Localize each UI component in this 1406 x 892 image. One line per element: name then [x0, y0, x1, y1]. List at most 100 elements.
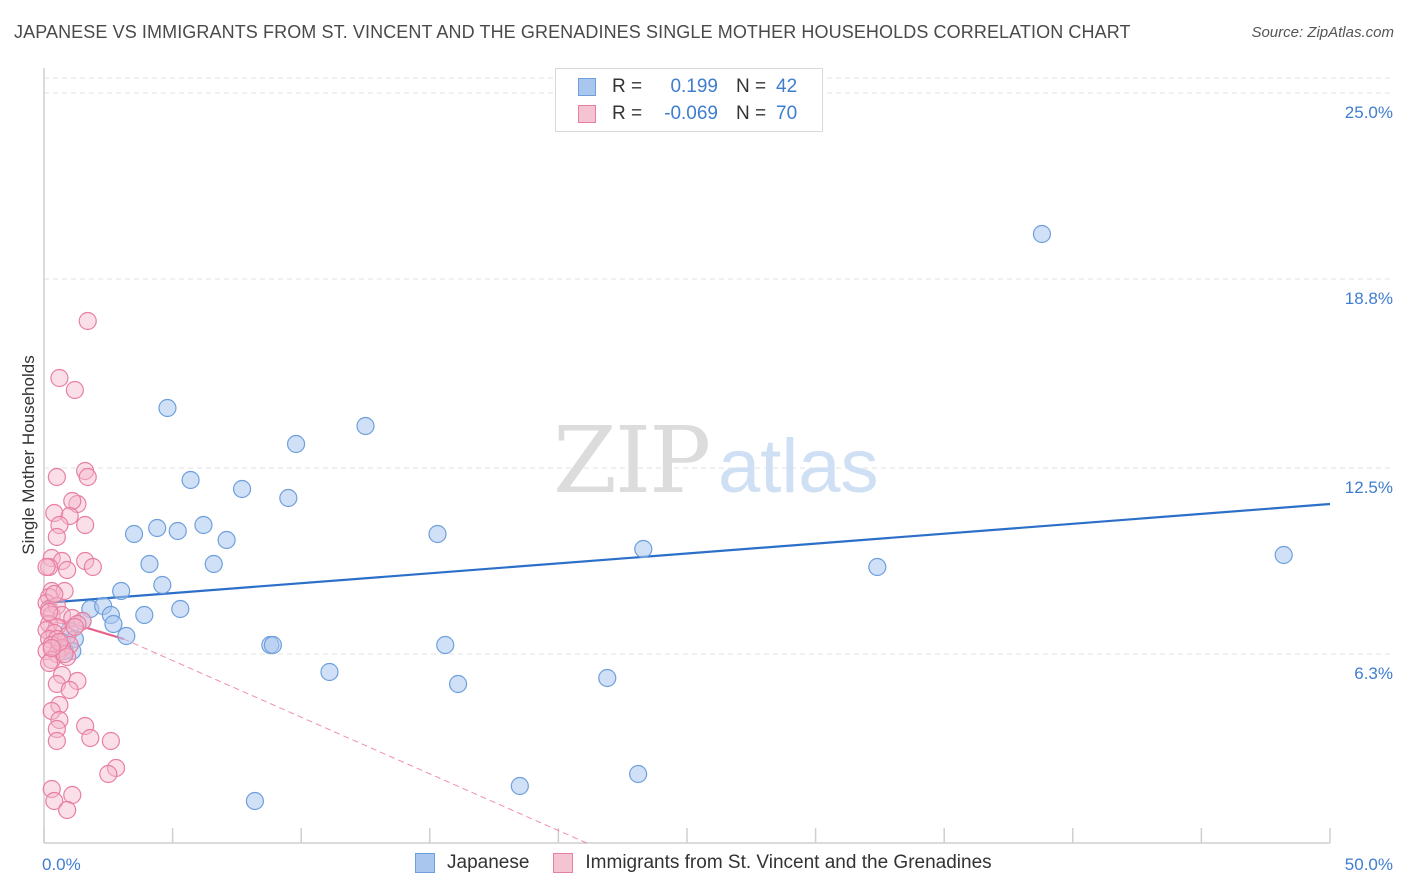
point-japanese — [245, 791, 265, 811]
point-japanese — [286, 434, 306, 454]
legend-r-label: R = — [612, 76, 643, 97]
legend-label-immigrants: Immigrants from St. Vincent and the Gren… — [585, 852, 992, 873]
point-japanese — [148, 518, 167, 538]
point-japanese — [140, 554, 159, 574]
point-japanese — [194, 515, 213, 535]
point-japanese — [1274, 545, 1293, 565]
y-tick-label: 12.5% — [1345, 478, 1393, 497]
point-japanese — [153, 575, 172, 595]
point-immigrants — [68, 614, 87, 634]
point-immigrants — [45, 584, 64, 604]
point-immigrants — [42, 638, 61, 658]
x-tick-label: 50.0% — [1345, 855, 1393, 874]
ticks: 6.3% 12.5% 18.8% 25.0% 0.0% 50.0% — [42, 103, 1393, 874]
point-immigrants — [76, 716, 95, 736]
point-japanese — [171, 599, 190, 619]
point-japanese — [232, 479, 252, 499]
point-immigrants — [47, 731, 66, 751]
point-immigrants — [65, 617, 84, 637]
point-japanese — [428, 524, 447, 544]
point-japanese — [135, 605, 154, 625]
point-japanese — [181, 470, 200, 490]
point-immigrants — [45, 503, 64, 523]
legend-n-value: 42 — [776, 76, 798, 97]
point-immigrants — [76, 515, 95, 535]
legend-swatch-blue — [415, 853, 435, 873]
point-immigrants — [65, 380, 84, 400]
point-japanese — [598, 668, 617, 688]
point-immigrants — [40, 602, 59, 622]
point-immigrants — [37, 557, 56, 577]
legend-swatch-pink — [578, 105, 596, 123]
point-japanese — [217, 530, 236, 550]
point-immigrants — [58, 647, 77, 667]
point-japanese — [634, 539, 653, 559]
point-immigrants — [81, 728, 100, 748]
point-immigrants — [78, 311, 97, 331]
point-immigrants — [63, 491, 82, 511]
series-legend: Japanese Immigrants from St. Vincent and… — [415, 852, 1016, 874]
point-japanese — [629, 764, 648, 784]
legend-r-label: R = — [612, 103, 643, 124]
point-immigrants — [47, 527, 66, 547]
point-immigrants — [58, 800, 77, 820]
point-japanese — [158, 398, 177, 418]
point-immigrants — [40, 653, 59, 673]
watermark-zip: ZIP — [553, 407, 709, 514]
legend-n-label: N = — [736, 76, 767, 97]
point-immigrants — [83, 557, 102, 577]
point-japanese — [112, 581, 131, 601]
legend-item-japanese: Japanese — [415, 852, 529, 874]
legend-n-label: N = — [736, 103, 767, 124]
point-japanese — [204, 554, 223, 574]
legend-swatch-blue — [578, 78, 596, 96]
legend-n-value: 70 — [776, 103, 798, 124]
point-japanese — [320, 662, 339, 682]
point-immigrants — [60, 506, 79, 526]
chart-title: JAPANESE VS IMMIGRANTS FROM ST. VINCENT … — [14, 22, 1131, 42]
y-tick-label: 25.0% — [1345, 103, 1393, 122]
watermark: ZIP atlas — [553, 407, 879, 514]
point-immigrants — [50, 368, 69, 388]
point-japanese — [436, 635, 455, 655]
point-japanese — [868, 557, 887, 577]
stats-legend: R = 0.199 N = 42 R = -0.069 N = 70 — [555, 68, 823, 132]
y-tick-label: 6.3% — [1354, 664, 1393, 683]
legend-swatch-pink — [553, 853, 574, 873]
point-immigrants — [99, 764, 118, 784]
point-japanese — [263, 635, 283, 655]
point-japanese — [117, 626, 136, 646]
point-immigrants — [60, 680, 79, 700]
point-immigrants — [55, 581, 74, 601]
trend-line-immigrants-extended — [123, 638, 587, 844]
point-japanese — [1032, 224, 1052, 244]
point-immigrants — [45, 791, 64, 811]
grid-lines — [44, 77, 1392, 655]
point-immigrants — [78, 467, 97, 487]
point-japanese — [510, 776, 529, 796]
source-label: Source: ZipAtlas.com — [1251, 24, 1394, 41]
legend-row-japanese: R = 0.199 N = 42 — [578, 75, 797, 99]
point-japanese — [104, 614, 123, 634]
point-japanese — [279, 488, 298, 508]
y-axis-label: Single Mother Households — [19, 355, 38, 554]
point-japanese — [168, 521, 187, 541]
point-japanese — [448, 674, 468, 694]
legend-row-immigrants: R = -0.069 N = 70 — [578, 102, 797, 126]
legend-label-japanese: Japanese — [447, 852, 530, 873]
x-tick-label: 0.0% — [42, 855, 81, 874]
watermark-atlas: atlas — [718, 424, 879, 509]
point-immigrants — [47, 467, 66, 487]
point-immigrants — [52, 665, 72, 685]
legend-r-value: 0.199 — [670, 76, 718, 97]
point-immigrants — [101, 731, 120, 751]
point-immigrants — [58, 560, 77, 580]
data-points — [37, 224, 1293, 820]
legend-r-value: -0.069 — [664, 103, 718, 124]
trend-lines — [43, 502, 1331, 844]
y-tick-label: 18.8% — [1345, 289, 1393, 308]
trend-line-japanese — [43, 502, 1331, 605]
legend-item-immigrants: Immigrants from St. Vincent and the Gren… — [553, 852, 992, 874]
point-japanese — [124, 524, 144, 544]
